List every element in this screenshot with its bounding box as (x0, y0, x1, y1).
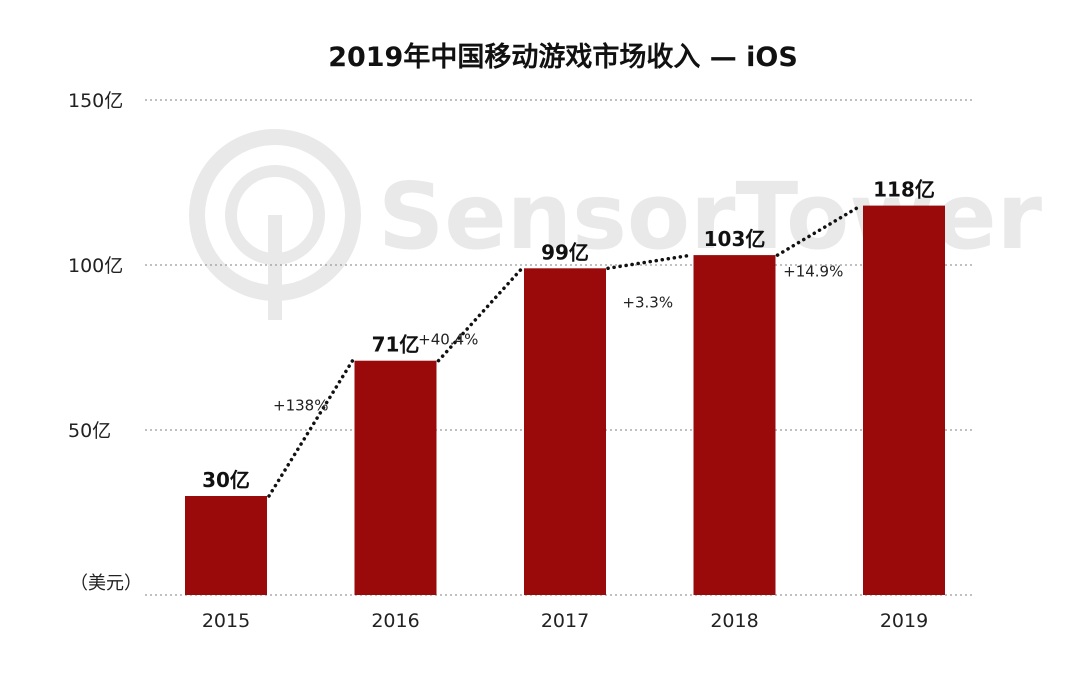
growth-label: +3.3% (622, 294, 673, 312)
bar (354, 360, 437, 595)
growth-label: +40.4% (418, 331, 478, 349)
growth-trend-line (436, 266, 524, 363)
x-axis: 2015 2016 2017 2018 2019 (202, 610, 928, 632)
bar-value-label: 103亿 (704, 227, 766, 251)
x-tick-label: 2016 (371, 610, 419, 632)
y-axis: 50亿 100亿 150亿 (68, 90, 123, 442)
unit-label: （美元） (70, 573, 142, 594)
growth-trend: +138% +40.4% +3.3% +14.9% (267, 203, 863, 498)
bar-value-label: 30亿 (202, 468, 250, 492)
y-tick-label: 150亿 (68, 90, 123, 112)
bar (863, 205, 945, 595)
y-tick-label: 50亿 (68, 420, 111, 442)
growth-label: +14.9% (783, 262, 843, 280)
chart-title: 2019年中国移动游戏市场收入 — iOS (328, 41, 798, 73)
bar-value-label: 118亿 (873, 178, 935, 202)
bar (185, 496, 267, 595)
y-tick-label: 100亿 (68, 255, 123, 277)
x-tick-label: 2018 (710, 610, 758, 632)
x-tick-label: 2019 (880, 610, 928, 632)
growth-trend-line (775, 203, 863, 257)
growth-trend-line (606, 253, 694, 271)
growth-label: +138% (273, 396, 328, 414)
x-tick-label: 2015 (202, 610, 250, 632)
bar-value-label: 99亿 (541, 240, 589, 264)
bar-value-label: 71亿 (372, 333, 420, 357)
bars: 30亿 71亿 99亿 103亿 118亿 (185, 178, 945, 595)
bar (693, 255, 776, 595)
sensortower-logo-icon (189, 129, 361, 320)
x-tick-label: 2017 (541, 610, 589, 632)
growth-trend-line (267, 358, 355, 498)
bar (524, 268, 606, 595)
